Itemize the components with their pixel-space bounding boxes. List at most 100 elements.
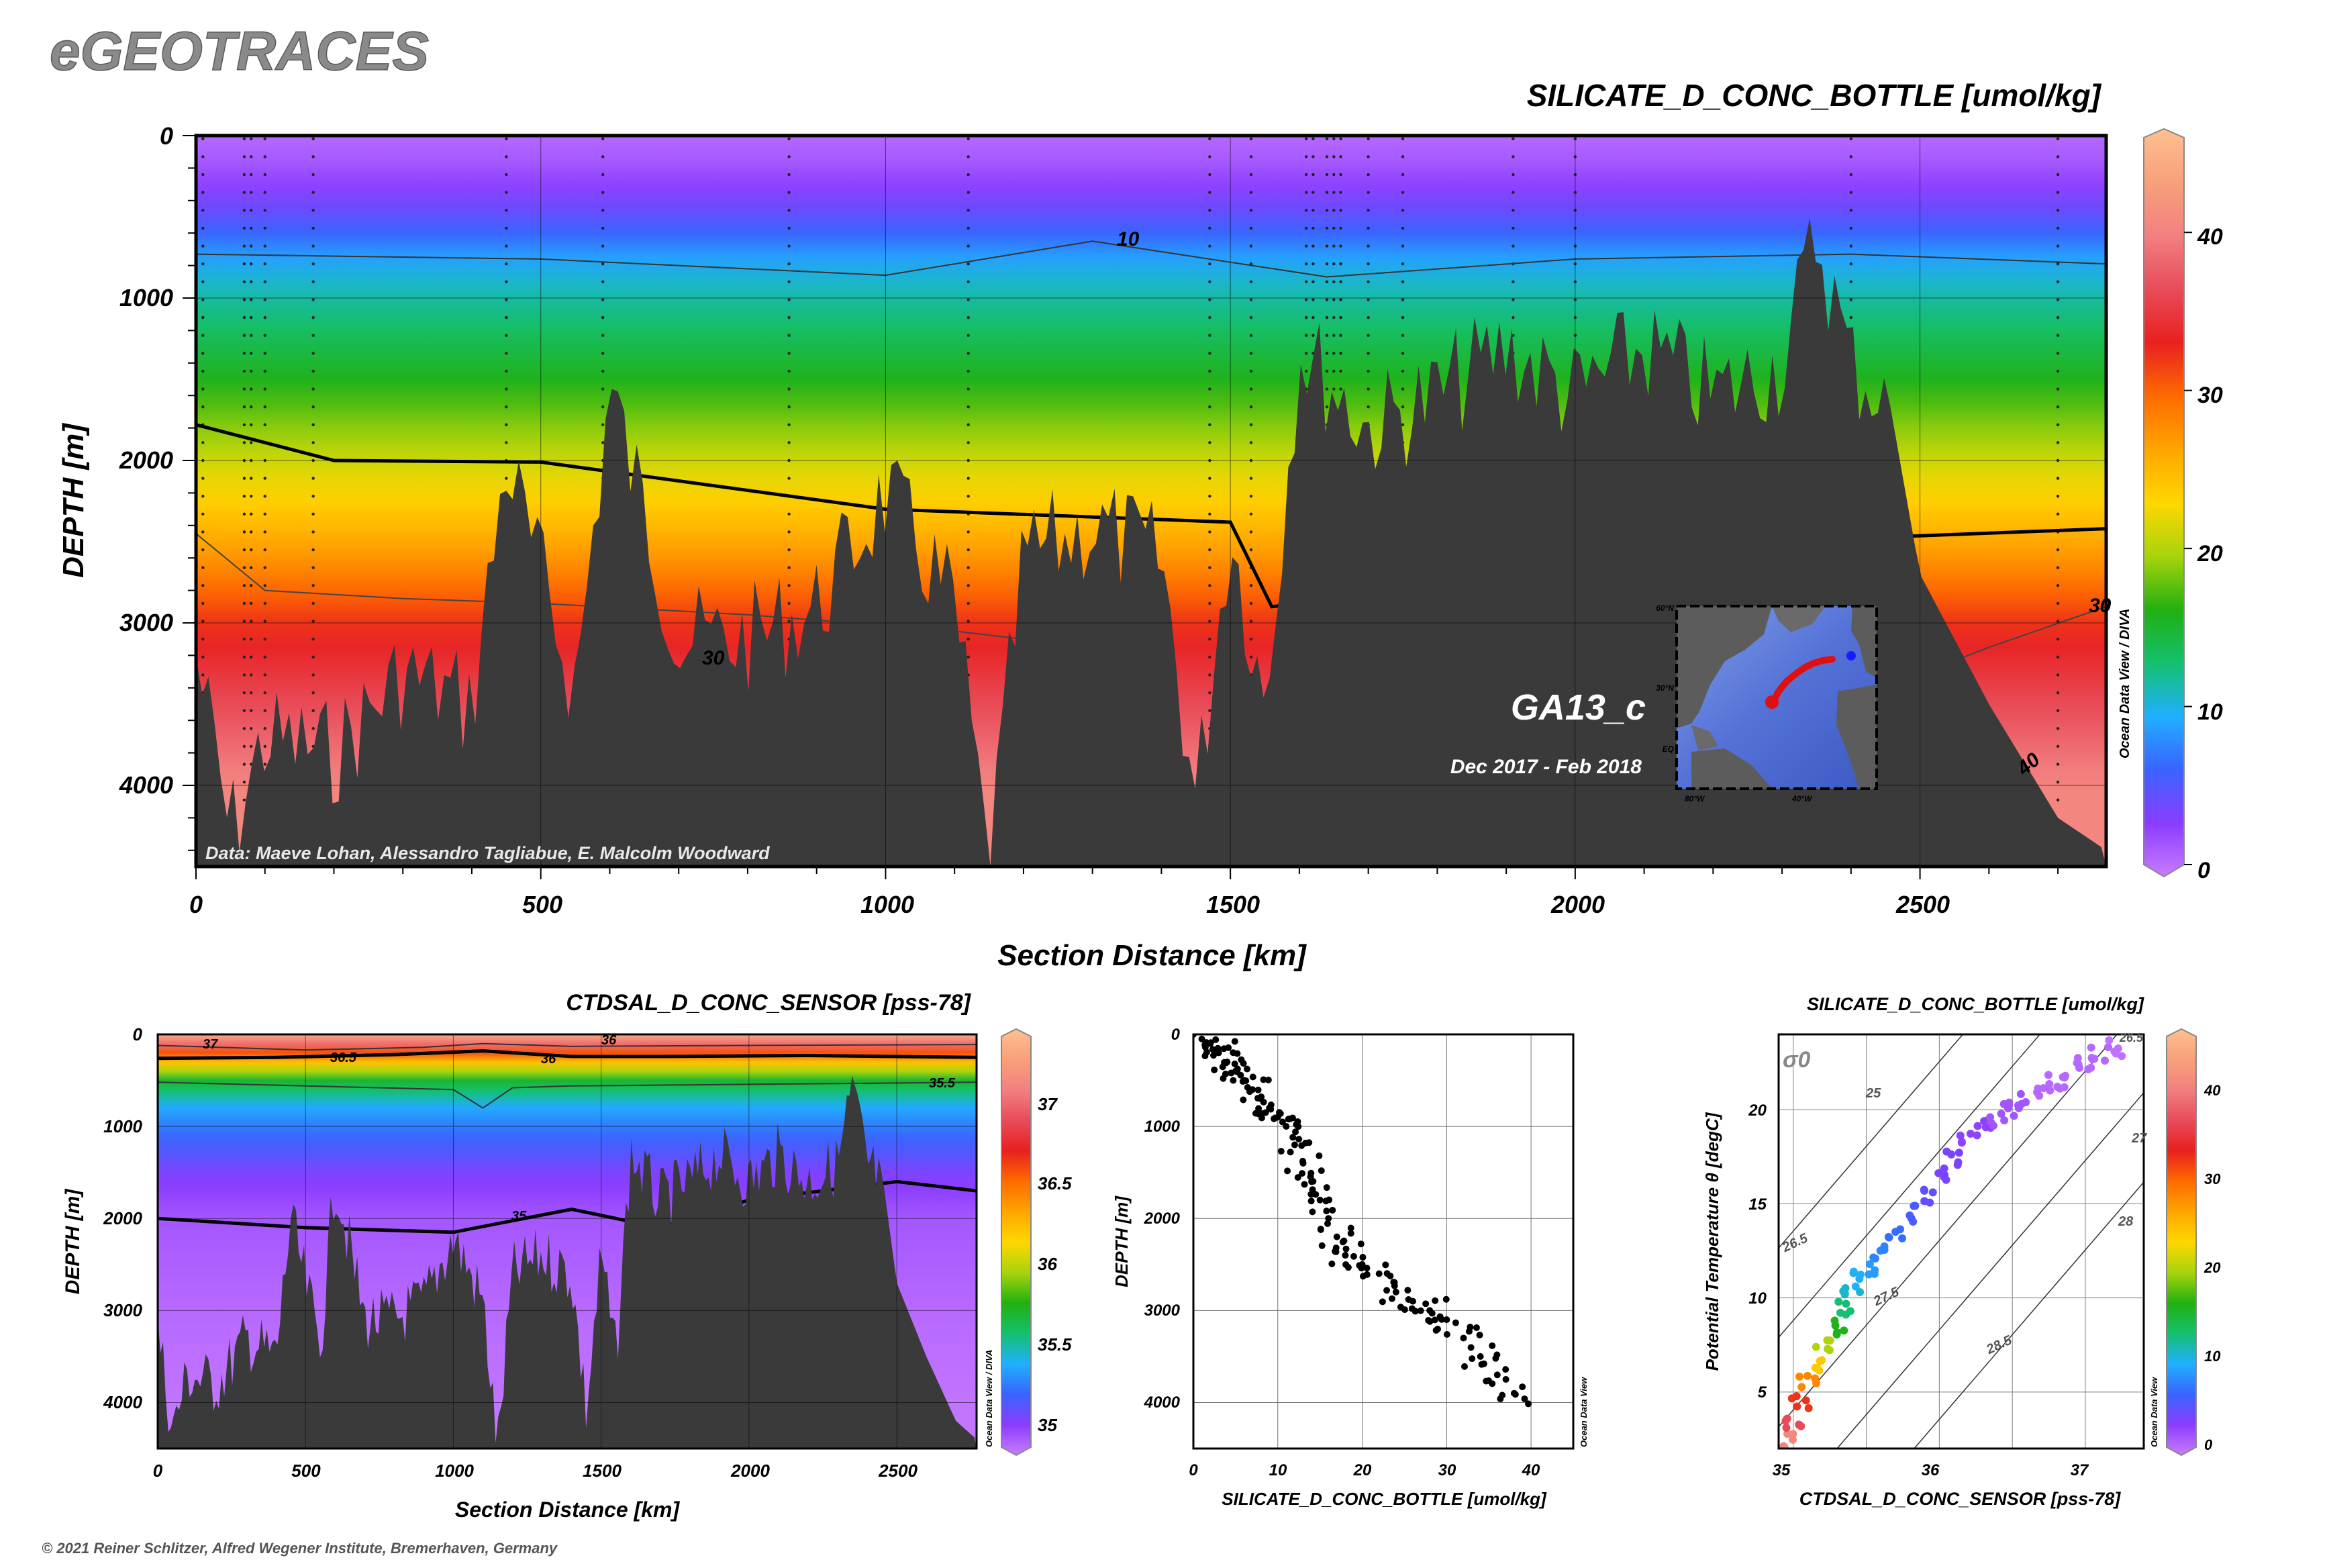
- scatter-point: [1392, 1288, 1399, 1295]
- scatter-point: [1289, 1134, 1297, 1141]
- scatter-point: [1228, 1069, 1235, 1077]
- ts-point: [2103, 1043, 2112, 1052]
- scatter-point: [1285, 1116, 1292, 1123]
- ts-point: [1885, 1233, 1893, 1242]
- scatter-point: [1201, 1052, 1209, 1060]
- main-tick-y-2000: 2000: [119, 446, 173, 474]
- scatter-point: [1212, 1036, 1220, 1043]
- main-cruise-label: GA13_c: [1511, 687, 1646, 728]
- scatter-point: [1477, 1353, 1484, 1360]
- sal-cbar-tick-36-5: 36.5: [1038, 1173, 1072, 1193]
- scatter-point: [1246, 1088, 1253, 1095]
- ts-point: [1920, 1186, 1929, 1195]
- main-chart-title: SILICATE_D_CONC_BOTTLE [umol/kg]: [1527, 78, 2102, 113]
- ts-isopycnals: [1779, 1034, 2144, 1449]
- scatter-point: [1267, 1106, 1275, 1113]
- sal-contour-label-35-5: 35.5: [929, 1076, 956, 1091]
- ts-isopycnal-line: [1913, 1181, 2144, 1449]
- scatter-point: [1383, 1270, 1391, 1277]
- scatter-point: [1434, 1326, 1442, 1333]
- scatter-tick-x-10: 10: [1269, 1461, 1287, 1479]
- main-tick-x-0: 0: [189, 891, 203, 918]
- ts-point: [1840, 1326, 1848, 1335]
- ts-point: [1783, 1430, 1792, 1438]
- scatter-point: [1307, 1197, 1315, 1205]
- ts-cbar-tick-20: 20: [2204, 1259, 2221, 1276]
- ts-point: [1856, 1288, 1865, 1297]
- scatter-point: [1239, 1078, 1246, 1085]
- ts-tick-y-10: 10: [1748, 1289, 1767, 1308]
- ts-point: [2045, 1079, 2054, 1088]
- ts-point: [2005, 1098, 2014, 1107]
- scatter-point: [1483, 1377, 1490, 1385]
- scatter-point: [1502, 1366, 1509, 1373]
- ts-point: [1986, 1113, 1995, 1122]
- scatter-tick-x-20: 20: [1353, 1461, 1372, 1479]
- ts-point: [2087, 1054, 2096, 1063]
- ts-point: [2053, 1083, 2062, 1091]
- brand-logo: eGEOTRACES: [50, 21, 429, 82]
- scatter-point: [1499, 1391, 1506, 1399]
- scatter-point: [1309, 1208, 1316, 1216]
- scatter-point: [1412, 1308, 1419, 1315]
- main-cbar-tick-10: 10: [2197, 699, 2223, 725]
- depth-silicate-scatter: 0 10 20 30 40 0 1000 2000 3000 4000 SILI…: [1111, 1026, 1589, 1509]
- ts-tick-x-35: 35: [1773, 1461, 1791, 1479]
- main-tick-x-1500: 1500: [1206, 891, 1260, 918]
- scatter-point: [1492, 1355, 1499, 1362]
- ts-point: [1826, 1336, 1834, 1345]
- main-credit: Data: Maeve Lohan, Alessandro Tagliabue,…: [205, 843, 770, 863]
- ts-tick-x-36: 36: [1922, 1461, 1940, 1479]
- ts-point: [1803, 1371, 1812, 1380]
- main-tick-x-2500: 2500: [1895, 891, 1950, 918]
- scatter-point: [1379, 1298, 1386, 1306]
- ts-point: [1928, 1188, 1937, 1197]
- ts-point: [2060, 1083, 2069, 1091]
- scatter-y-axis-label: DEPTH [m]: [1111, 1195, 1132, 1287]
- scatter-tick-y-2000: 2000: [1144, 1210, 1181, 1228]
- ts-point: [1953, 1161, 1962, 1169]
- ts-tick-y-5: 5: [1758, 1383, 1767, 1402]
- copyright-footer: © 2021 Reiner Schlitzer, Alfred Wegener …: [42, 1540, 558, 1557]
- ts-point: [1836, 1308, 1844, 1317]
- sal-cbar-tick-37: 37: [1038, 1094, 1058, 1114]
- scatter-point: [1332, 1248, 1339, 1255]
- sal-tick-x-500: 500: [291, 1461, 321, 1481]
- scatter-point: [1401, 1306, 1408, 1314]
- scatter-point: [1358, 1265, 1365, 1272]
- scatter-point: [1231, 1038, 1238, 1045]
- ts-isopycnal-line: [1779, 1034, 2041, 1338]
- sal-contour-label-35: 35: [511, 1209, 527, 1224]
- main-cbar-tick-30: 30: [2197, 383, 2223, 408]
- scatter-point: [1211, 1066, 1218, 1073]
- ts-point: [1891, 1228, 1900, 1236]
- ts-point: [1801, 1396, 1810, 1405]
- sal-cbar-tick-35-5: 35.5: [1038, 1334, 1072, 1355]
- scatter-point: [1222, 1070, 1229, 1077]
- scatter-point: [1519, 1383, 1526, 1391]
- scatter-point: [1238, 1056, 1245, 1063]
- ts-point: [2087, 1043, 2095, 1052]
- sal-tick-x-2500: 2500: [878, 1461, 918, 1481]
- ts-isopycnal-line: [1779, 1034, 1964, 1248]
- ts-cbar-tick-10: 10: [2204, 1348, 2221, 1365]
- scatter-point: [1323, 1184, 1330, 1191]
- sal-contour-label-36-b: 36: [601, 1033, 617, 1048]
- ts-point: [1792, 1392, 1801, 1401]
- ts-point: [1940, 1164, 1948, 1173]
- scatter-point: [1301, 1181, 1308, 1188]
- scatter-point: [1291, 1141, 1298, 1148]
- ts-point: [1846, 1307, 1854, 1316]
- scatter-point: [1512, 1391, 1519, 1398]
- main-tick-y-4000: 4000: [119, 771, 173, 799]
- scatter-point: [1215, 1049, 1222, 1057]
- scatter-point: [1344, 1264, 1352, 1271]
- sal-colorbar: [1001, 1028, 1032, 1457]
- scatter-point: [1480, 1360, 1487, 1367]
- scatter-tick-y-1000: 1000: [1144, 1118, 1181, 1136]
- scatter-point: [1295, 1136, 1303, 1143]
- ts-tick-y-15: 15: [1748, 1195, 1767, 1214]
- scatter-point: [1287, 1148, 1294, 1156]
- ts-y-axis-label: Potential Temperature θ [degC]: [1702, 1112, 1722, 1371]
